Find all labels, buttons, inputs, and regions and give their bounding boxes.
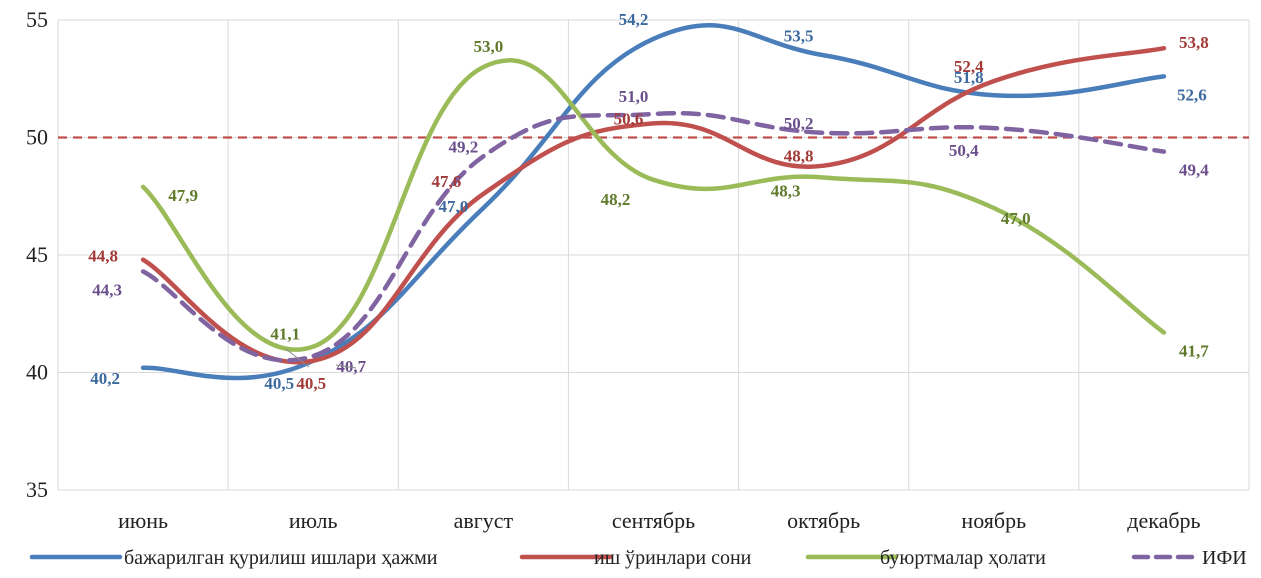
y-tick-label: 40 <box>26 360 48 385</box>
data-label: 47,0 <box>438 197 468 216</box>
series-line-3 <box>140 58 1167 352</box>
data-label: 40,5 <box>264 374 294 393</box>
legend-label-4: ИФИ <box>1202 547 1247 569</box>
x-tick-label: сентябрь <box>612 508 695 533</box>
data-label: 52,4 <box>954 57 984 76</box>
data-label: 47,0 <box>1001 209 1031 228</box>
data-label: 50,6 <box>614 109 644 128</box>
data-label: 47,9 <box>168 186 198 205</box>
data-label: 51,8 <box>954 68 984 87</box>
data-label: 50,2 <box>784 114 814 133</box>
data-label: 44,3 <box>92 280 122 299</box>
series-line-2 <box>140 45 1167 365</box>
x-tick-label: август <box>454 508 514 533</box>
data-label: 52,6 <box>1177 85 1207 104</box>
data-label: 41,1 <box>270 325 300 344</box>
data-label: 49,2 <box>448 137 478 156</box>
data-label: 47,6 <box>431 172 461 191</box>
y-tick-label: 50 <box>26 125 48 150</box>
data-label: 54,2 <box>619 10 649 29</box>
data-label: 50,4 <box>949 141 979 160</box>
x-tick-label: октябрь <box>787 508 860 533</box>
data-labels: 40,2 40,5 47,0 54,2 53,5 51,8 52,6 44,8 40,5 47,6… <box>88 10 1209 393</box>
series-line-4 <box>140 111 1167 363</box>
gridlines <box>57 19 1250 491</box>
y-tick-label: 45 <box>26 242 48 267</box>
x-tick-label: июль <box>289 508 338 533</box>
legend-label-1: бажарилган қурилиш ишлари ҳажми <box>124 547 438 569</box>
legend-label-3: буюртмалар ҳолати <box>880 547 1046 569</box>
x-tick-label: декабрь <box>1127 508 1200 533</box>
axes: 35 40 45 50 55 июнь июль август сентябрь октябрь н… <box>26 7 1201 533</box>
data-label: 53,0 <box>473 37 503 56</box>
data-label: 41,7 <box>1179 342 1209 361</box>
data-label: 51,0 <box>619 87 649 106</box>
label-leader-line <box>285 348 310 368</box>
data-label: 49,4 <box>1179 161 1209 180</box>
data-label: 48,2 <box>601 190 631 209</box>
data-label: 40,2 <box>90 369 120 388</box>
x-tick-label: ноябрь <box>961 508 1026 533</box>
legend: бажарилган қурилиш ишлари ҳажми иш ўринла… <box>29 547 1247 569</box>
data-label: 48,3 <box>771 181 801 200</box>
x-tick-label: июнь <box>118 508 168 533</box>
series-lines <box>140 23 1167 381</box>
data-label: 53,5 <box>784 26 814 45</box>
y-tick-label: 35 <box>26 477 48 502</box>
data-label: 44,8 <box>88 247 118 266</box>
data-label: 40,5 <box>296 374 326 393</box>
data-label: 48,8 <box>784 147 814 166</box>
data-label: 53,8 <box>1179 33 1209 52</box>
legend-label-2: иш ўринлари сони <box>594 547 752 569</box>
label-leader-line <box>335 364 357 369</box>
y-tick-label: 55 <box>26 7 48 32</box>
data-label: 40,7 <box>336 357 366 376</box>
